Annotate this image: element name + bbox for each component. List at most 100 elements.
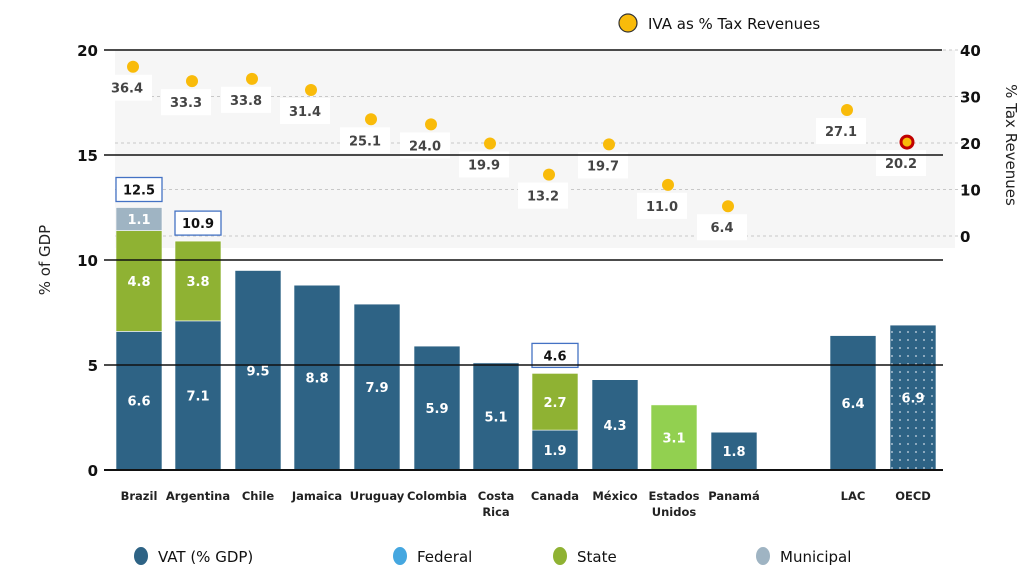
bar-segment-label: 3.8	[186, 275, 209, 290]
category-label: LAC	[841, 489, 866, 503]
right-tick-label: 40	[960, 42, 981, 60]
scatter-point	[484, 137, 496, 150]
bar-segment-label: 4.3	[603, 419, 626, 434]
point-label: 19.7	[587, 159, 619, 174]
category-label: Argentina	[166, 489, 230, 503]
point-label: 20.2	[885, 157, 917, 172]
legend-label: Federal	[417, 548, 472, 566]
point-label-bg	[637, 192, 687, 219]
bar-segment-label: 7.9	[365, 381, 388, 396]
legend: IVA as % Tax Revenues VAT (% GDP) Federal S…	[134, 13, 851, 566]
point-label: 36.4	[111, 82, 143, 97]
legend-label-iva: IVA as % Tax Revenues	[648, 15, 820, 33]
bar-segment-label: 6.4	[841, 397, 864, 412]
bar-segment-label: 1.8	[722, 445, 745, 460]
bar-segment-label: 8.8	[305, 372, 328, 387]
legend-marker	[553, 547, 567, 565]
bar-segment-vat-gdp-	[710, 431, 758, 471]
bar-segment-state	[174, 240, 222, 322]
category-label: Colombia	[407, 489, 467, 503]
point-label-bg	[578, 152, 628, 179]
point-label: 31.4	[289, 105, 321, 120]
point-label-bg	[400, 132, 450, 159]
bar-segment-label: 1.1	[127, 213, 150, 228]
scatter-point	[722, 200, 734, 213]
category-label-line: Estados	[649, 489, 700, 503]
category-label: OECD	[895, 489, 931, 503]
axes: 0 5 10 15 20 0 10 20 30 40 % of GDP % Tax Revenues	[36, 42, 1020, 480]
left-tick-label: 20	[77, 42, 98, 60]
category-label-line: OECD	[895, 489, 931, 503]
point-label: 25.1	[349, 134, 381, 149]
bar-segment-state	[531, 373, 579, 431]
bar-segment-label: 6.6	[127, 395, 150, 410]
point-label-bg	[697, 214, 747, 241]
bar-segment-vat-gdp-	[115, 331, 163, 471]
legend-marker	[756, 547, 770, 565]
bar-segment-label: 7.1	[186, 389, 209, 404]
category-label-line: México	[592, 489, 637, 503]
category-label: Estados Unidos	[649, 489, 700, 519]
legend-label: Municipal	[780, 548, 851, 566]
bar-segment-vat-gdp-	[293, 284, 341, 471]
legend-marker-iva	[618, 13, 638, 33]
left-tick-label: 0	[88, 462, 98, 480]
bar-segment-label: 5.9	[425, 402, 448, 417]
category-label: México	[592, 489, 637, 503]
bar-segment-vat-gdp-	[531, 429, 579, 471]
scatter-points: 36.4 33.3 33.8 31.4 25.1 24.0 19.9 13.2 19.7 11.0…	[102, 60, 926, 241]
legend-marker	[393, 547, 407, 565]
point-label: 11.0	[646, 200, 678, 215]
bar-segment-vat-gdp-	[591, 379, 639, 471]
point-label: 13.2	[527, 190, 559, 205]
right-tick-label: 0	[960, 228, 970, 246]
left-tick-label: 10	[77, 252, 98, 270]
scatter-point	[246, 72, 258, 85]
category-label-line: Panamá	[708, 489, 760, 503]
scatter-point-oecd	[899, 134, 915, 150]
category-labels: Brazil Argentina Chile Jamaica Uruguay Colomb…	[121, 489, 931, 519]
point-label-bg	[816, 117, 866, 144]
point-label-bg	[221, 86, 271, 113]
point-label-bg	[280, 97, 330, 124]
left-tick-label: 15	[77, 147, 98, 165]
category-label-line: Colombia	[407, 489, 467, 503]
category-label-line: Argentina	[166, 489, 230, 503]
right-tick-label: 20	[960, 135, 981, 153]
total-label-box	[531, 342, 579, 369]
category-label: Uruguay	[350, 489, 405, 503]
bar-segment-label: 2.7	[543, 396, 566, 411]
point-label: 6.4	[710, 221, 733, 236]
secondary-axis-panel	[115, 50, 955, 248]
point-label: 24.0	[409, 139, 441, 154]
point-label-bg	[161, 89, 211, 116]
total-label-box	[115, 176, 163, 203]
bar-segment-label: 4.8	[127, 275, 150, 290]
category-label-line: Brazil	[121, 489, 158, 503]
bar-segment-state	[650, 404, 698, 471]
legend-label: State	[577, 548, 617, 566]
scatter-point	[305, 83, 317, 96]
right-tick-label: 10	[960, 182, 981, 200]
scatter-point	[603, 138, 615, 151]
legend-marker	[134, 547, 148, 565]
scatter-point	[841, 103, 853, 116]
total-label: 12.5	[123, 184, 155, 199]
category-label: Costa Rica	[478, 489, 514, 519]
bar-segment-label: 1.9	[543, 444, 566, 459]
point-label: 33.8	[230, 94, 262, 109]
category-label: Panamá	[708, 489, 760, 503]
bar-segment-state	[115, 230, 163, 332]
category-label-line: Chile	[242, 489, 275, 503]
total-label: 4.6	[543, 349, 566, 364]
bar-segment-label: 9.5	[246, 364, 269, 379]
category-label-line: LAC	[841, 489, 866, 503]
category-label: Canada	[531, 489, 579, 503]
category-label: Chile	[242, 489, 275, 503]
total-label: 10.9	[182, 217, 214, 232]
scatter-point	[543, 168, 555, 181]
bar-segment-label: 5.1	[484, 410, 507, 425]
category-label: Brazil	[121, 489, 158, 503]
scatter-point	[365, 113, 377, 126]
point-label-bg	[340, 127, 390, 154]
